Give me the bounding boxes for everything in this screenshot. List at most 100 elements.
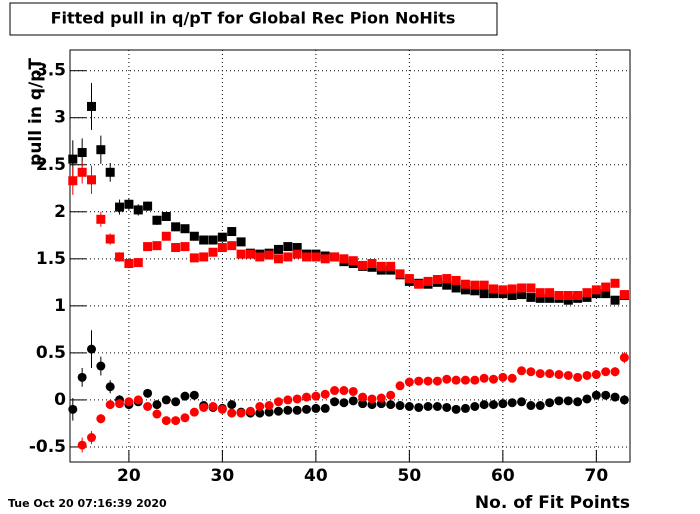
marker	[283, 242, 293, 252]
marker	[283, 405, 293, 415]
marker	[423, 376, 433, 386]
marker	[610, 295, 620, 305]
marker	[535, 288, 545, 298]
marker	[87, 344, 97, 354]
marker	[143, 402, 153, 412]
marker	[105, 234, 115, 244]
marker	[386, 400, 396, 410]
marker	[526, 401, 536, 411]
marker	[96, 361, 106, 371]
marker	[302, 404, 312, 414]
marker	[180, 391, 190, 401]
marker	[152, 215, 162, 225]
marker	[414, 279, 424, 289]
marker	[526, 367, 536, 377]
marker	[460, 285, 470, 295]
timestamp: Tue Oct 20 07:16:39 2020	[8, 497, 167, 510]
marker	[255, 408, 265, 418]
y-tick-label: 2	[54, 202, 66, 222]
marker	[171, 416, 181, 426]
marker	[77, 372, 87, 382]
marker	[563, 295, 573, 305]
marker	[489, 400, 499, 410]
marker	[236, 408, 246, 418]
marker	[376, 261, 386, 271]
marker	[133, 258, 143, 268]
marker	[348, 386, 358, 396]
marker	[264, 250, 274, 260]
marker	[517, 290, 527, 300]
marker	[330, 397, 340, 407]
marker	[358, 399, 368, 409]
marker	[591, 370, 601, 380]
marker	[404, 402, 414, 412]
marker	[217, 243, 227, 253]
marker	[273, 244, 283, 254]
x-tick-label: 20	[117, 466, 141, 486]
marker	[582, 370, 592, 380]
marker	[348, 396, 358, 406]
marker	[115, 399, 125, 409]
marker	[517, 283, 527, 293]
marker	[619, 395, 629, 405]
marker	[432, 402, 442, 412]
marker	[302, 392, 312, 402]
marker	[330, 386, 340, 396]
marker	[161, 231, 171, 241]
x-tick-label: 40	[304, 466, 328, 486]
marker	[264, 407, 274, 417]
marker	[404, 274, 414, 284]
marker	[87, 433, 97, 443]
x-tick-label: 30	[211, 466, 235, 486]
marker	[442, 280, 452, 290]
marker	[105, 167, 115, 177]
marker	[217, 404, 227, 414]
marker	[245, 249, 255, 259]
marker	[302, 252, 312, 262]
marker	[152, 400, 162, 410]
marker	[208, 235, 218, 245]
marker	[367, 394, 377, 404]
marker	[582, 394, 592, 404]
marker	[292, 405, 302, 415]
marker	[68, 404, 78, 414]
marker	[236, 237, 246, 247]
marker	[358, 392, 368, 402]
y-tick-label: 3	[54, 108, 66, 128]
marker	[283, 252, 293, 262]
marker	[77, 440, 87, 450]
marker	[395, 269, 405, 279]
marker	[68, 154, 78, 164]
marker	[227, 408, 237, 418]
marker	[451, 404, 461, 414]
marker	[526, 283, 536, 293]
marker	[87, 101, 97, 111]
marker	[619, 353, 629, 363]
marker	[619, 290, 629, 300]
marker	[217, 232, 227, 242]
marker	[451, 283, 461, 293]
marker	[358, 260, 368, 270]
marker	[189, 407, 199, 417]
marker	[189, 390, 199, 400]
marker	[517, 366, 527, 376]
marker	[161, 395, 171, 405]
marker	[180, 413, 190, 423]
marker	[442, 402, 452, 412]
marker	[517, 397, 527, 407]
marker	[161, 416, 171, 426]
marker	[601, 289, 611, 299]
marker	[152, 241, 162, 251]
marker	[423, 276, 433, 286]
marker	[320, 254, 330, 264]
marker	[171, 222, 181, 232]
y-tick-label: 2.5	[36, 155, 66, 175]
marker	[470, 280, 480, 290]
marker	[339, 386, 349, 396]
marker	[199, 252, 209, 262]
marker	[563, 370, 573, 380]
marker	[404, 377, 414, 387]
marker	[479, 280, 489, 290]
x-axis-label: No. of Fit Points	[475, 493, 630, 513]
